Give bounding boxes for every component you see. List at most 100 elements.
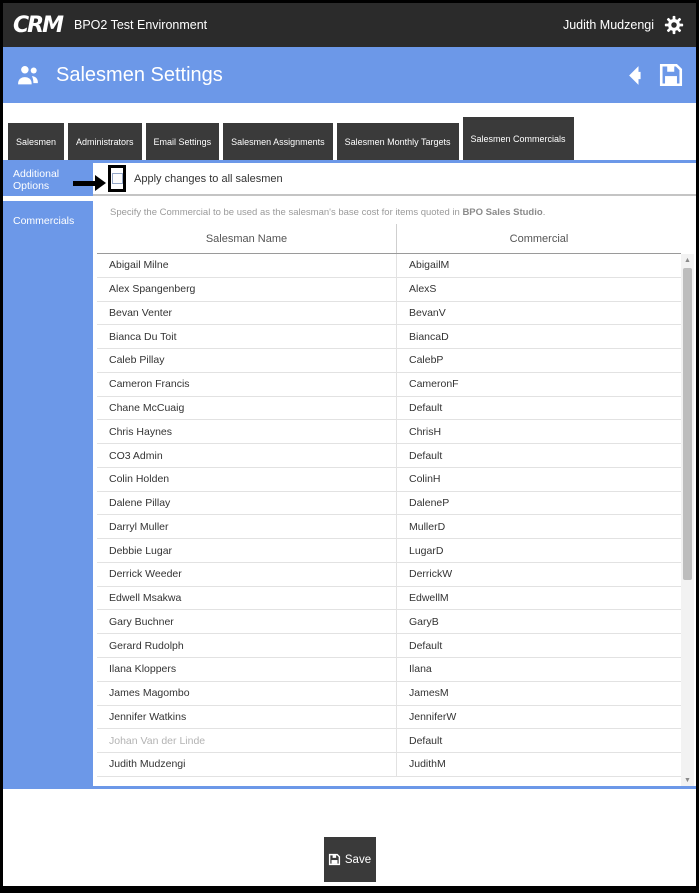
salesman-name-cell: Dalene Pillay <box>97 491 397 515</box>
commercial-cell[interactable]: BiancaD <box>409 330 449 343</box>
scroll-down-icon[interactable]: ▼ <box>684 776 691 784</box>
commercial-cell[interactable]: Default <box>409 401 443 414</box>
salesman-name-cell: Jennifer Watkins <box>97 705 397 729</box>
table-row[interactable]: Edwell Msakwa EdwellM <box>97 586 681 611</box>
table-row[interactable]: Cameron Francis CameronF <box>97 372 681 397</box>
tab-salesmen-assignments[interactable]: Salesmen Assignments <box>223 123 333 160</box>
accent-divider <box>3 160 696 163</box>
salesman-name-cell: Judith Mudzengi <box>97 753 397 776</box>
app-title: BPO2 Test Environment <box>73 18 208 32</box>
commercial-cell[interactable]: BevanV <box>409 306 446 319</box>
commercial-cell[interactable]: Ilana <box>409 663 432 676</box>
scroll-up-icon[interactable]: ▲ <box>684 256 691 264</box>
table-row[interactable]: Debbie Lugar LugarD <box>97 539 681 563</box>
commercial-cell[interactable]: Default <box>409 639 443 652</box>
commercial-cell[interactable]: JudithM <box>409 758 446 771</box>
commercial-cell[interactable]: DaleneP <box>409 497 450 510</box>
scrollbar-thumb[interactable] <box>683 268 692 580</box>
save-floppy-icon <box>328 853 340 866</box>
table-row[interactable]: CO3 Admin Default <box>97 444 681 468</box>
gear-icon[interactable] <box>662 13 686 37</box>
table-row[interactable]: Caleb Pillay CalebP <box>97 349 681 373</box>
table-row[interactable]: Bianca Du Toit BiancaD <box>97 325 681 350</box>
table-row[interactable]: Chane McCuaig Default <box>97 396 681 421</box>
commercial-cell[interactable]: AbigailM <box>409 259 450 272</box>
commercial-cell[interactable]: JamesM <box>409 687 449 700</box>
commercial-cell[interactable]: CameronF <box>409 378 459 391</box>
table-row[interactable]: Dalene Pillay DaleneP <box>97 491 681 516</box>
table-row[interactable]: James Magombo JamesM <box>97 681 681 706</box>
annotation-arrow-icon <box>73 175 106 191</box>
additional-options-row: Apply changes to all salesmen <box>73 163 696 196</box>
salesman-name-cell: Johan Van der Linde <box>97 729 397 753</box>
apply-all-checkbox[interactable] <box>111 173 123 184</box>
description-text: Specify the Commercial to be used as the… <box>110 207 463 218</box>
salesman-name-cell: Debbie Lugar <box>97 539 397 562</box>
salesman-name-cell: Cameron Francis <box>97 372 397 396</box>
tab-email-settings[interactable]: Email Settings <box>145 123 220 160</box>
description-bold: BPO Sales Studio <box>462 207 543 218</box>
crm-logo: CRM <box>13 12 64 38</box>
save-button-label: Save <box>344 853 372 866</box>
table-row[interactable]: Gerard Rudolph Default <box>97 634 681 659</box>
table-row[interactable]: Judith Mudzengi JudithM <box>97 753 681 777</box>
commercial-cell[interactable]: CalebP <box>409 354 444 367</box>
salesman-name-cell: Ilana Kloppers <box>97 658 397 681</box>
salesman-name-cell: Colin Holden <box>97 467 397 491</box>
table-row[interactable]: Bevan Venter BevanV <box>97 301 681 326</box>
table-row[interactable]: Derrick Weeder DerrickW <box>97 562 681 587</box>
table-row[interactable]: Ilana Kloppers Ilana <box>97 658 681 682</box>
user-name: Judith Mudzengi <box>562 18 654 32</box>
tab-administrators[interactable]: Administrators <box>68 123 142 160</box>
description-suffix: . <box>542 207 546 218</box>
commercial-cell[interactable]: DerrickW <box>409 568 453 581</box>
table-row[interactable]: Colin Holden ColinH <box>97 467 681 492</box>
tab-salesmen-commercials[interactable]: Salesmen Commercials <box>462 117 574 160</box>
save-header-icon[interactable] <box>658 62 684 88</box>
table-row[interactable]: Johan Van der Linde Default <box>97 729 681 754</box>
table-scrollbar[interactable]: ▲ ▼ <box>681 254 694 786</box>
salesman-name-cell: Bianca Du Toit <box>97 325 397 349</box>
salesman-name-cell: Chris Haynes <box>97 420 397 444</box>
commercial-cell[interactable]: AlexS <box>409 283 437 296</box>
commercial-cell[interactable]: LugarD <box>409 544 444 557</box>
table-row[interactable]: Alex Spangenberg AlexS <box>97 277 681 302</box>
salesman-name-cell: Gary Buchner <box>97 610 397 634</box>
salesman-name-cell: Darryl Muller <box>97 515 397 539</box>
save-button[interactable]: Save <box>323 837 376 882</box>
table-row[interactable]: Chris Haynes ChrisH <box>97 420 681 445</box>
sidebar: Additional Options Commercials <box>3 163 93 789</box>
commercial-description: Specify the Commercial to be used as the… <box>110 207 696 218</box>
commercial-cell[interactable]: JenniferW <box>409 710 457 723</box>
salesman-name-cell: Chane McCuaig <box>97 396 397 420</box>
salesman-name-cell: Gerard Rudolph <box>97 634 397 658</box>
commercial-cell[interactable]: MullerD <box>409 520 446 533</box>
sidebar-item-additional-options[interactable]: Additional Options <box>13 167 60 192</box>
sidebar-item-commercials[interactable]: Commercials <box>13 215 75 227</box>
commercial-cell[interactable]: GaryB <box>409 615 439 628</box>
salesman-name-cell: Alex Spangenberg <box>97 277 397 301</box>
commercial-cell[interactable]: Default <box>409 449 443 462</box>
content-area: Additional Options Commercials Apply chan… <box>3 163 696 789</box>
table-row[interactable]: Jennifer Watkins JenniferW <box>97 705 681 730</box>
tab-salesmen-monthly-targets[interactable]: Salesmen Monthly Targets <box>336 123 459 160</box>
commercial-cell[interactable]: ColinH <box>409 473 441 486</box>
salesman-name-cell: Abigail Milne <box>97 254 397 277</box>
table-row[interactable]: Abigail Milne AbigailM <box>97 254 681 278</box>
table-body: Abigail Milne AbigailM Alex Spangenberg Ale… <box>97 254 681 777</box>
table-row[interactable]: Gary Buchner GaryB <box>97 610 681 635</box>
top-bar: CRM BPO2 Test Environment Judith Mudzeng… <box>3 3 696 47</box>
tab-strip: Salesmen Administrators Email Settings Sale… <box>3 117 696 160</box>
salesman-name-cell: Edwell Msakwa <box>97 586 397 610</box>
commercial-cell[interactable]: EdwellM <box>409 592 449 605</box>
page-title: Salesmen Settings <box>56 63 223 86</box>
salesman-name-cell: Bevan Venter <box>97 301 397 325</box>
commercial-cell[interactable]: Default <box>409 734 443 747</box>
tab-salesmen[interactable]: Salesmen <box>8 123 65 160</box>
table-row[interactable]: Darryl Muller MullerD <box>97 515 681 540</box>
salesman-name-cell: Caleb Pillay <box>97 349 397 372</box>
commercial-cell[interactable]: ChrisH <box>409 425 442 438</box>
back-icon[interactable] <box>626 63 651 88</box>
page-header: Salesmen Settings <box>3 47 696 103</box>
salesmen-icon <box>15 62 42 89</box>
